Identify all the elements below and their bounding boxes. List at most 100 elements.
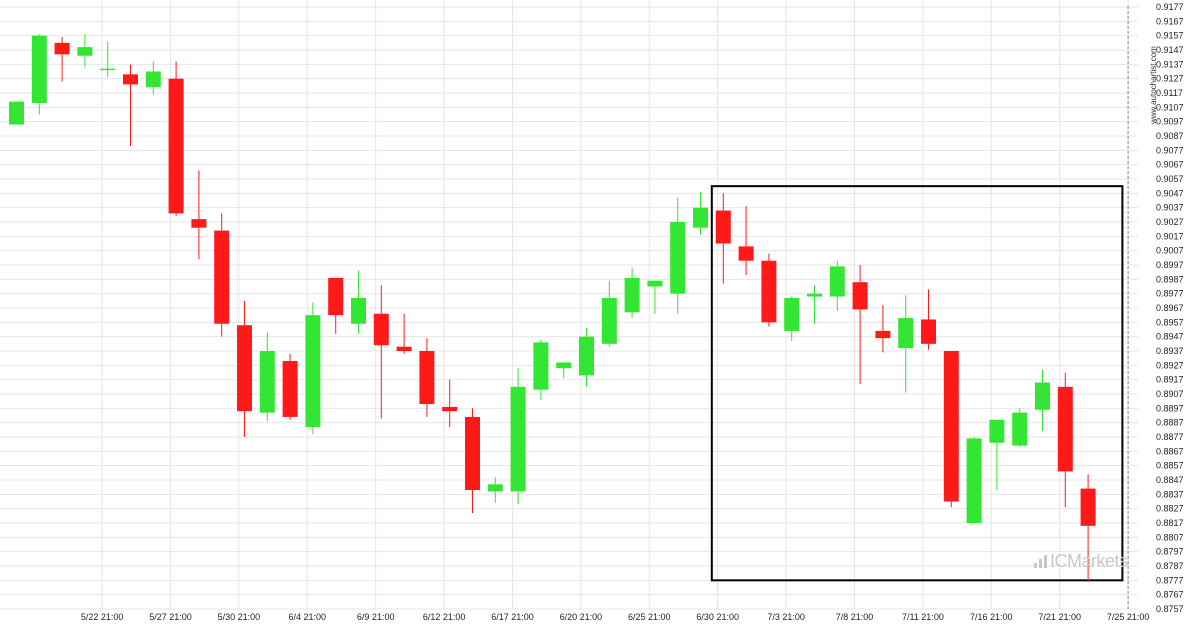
candle-body-up [693, 207, 708, 228]
y-tick-label: 0.9017 [1156, 231, 1184, 241]
y-tick-label: 0.8787 [1156, 561, 1184, 571]
x-tick-label: 7/16 21:00 [970, 612, 1013, 622]
x-tick-label: 7/8 21:00 [836, 612, 874, 622]
candle-body-down [943, 351, 959, 502]
x-tick-label: 7/21 21:00 [1038, 612, 1081, 622]
x-tick-label: 5/22 21:00 [81, 612, 124, 622]
candle-body-up [1012, 412, 1028, 446]
y-tick-label: 0.8817 [1156, 518, 1184, 528]
candle-body-down [852, 282, 868, 310]
candle-body-up [1035, 382, 1050, 410]
x-tick-label: 5/30 21:00 [218, 612, 261, 622]
candle-body-up [829, 266, 845, 297]
candle-body-up [966, 438, 982, 523]
y-tick-label: 0.9087 [1156, 131, 1184, 141]
watermark-text: www.autochartist.com [1149, 46, 1158, 124]
candle-body-down [875, 330, 891, 339]
candle-body-up [77, 47, 93, 56]
candle-body-up [533, 342, 549, 390]
candle-body-down [442, 406, 458, 412]
y-tick-label: 0.8827 [1156, 504, 1184, 514]
candle-body-down [396, 346, 412, 351]
y-tick-label: 0.8857 [1156, 461, 1184, 471]
y-tick-label: 0.8997 [1156, 260, 1184, 270]
y-tick-label: 0.9177 [1156, 2, 1184, 12]
candle-body-down [214, 230, 230, 324]
y-tick-label: 0.8797 [1156, 547, 1184, 557]
y-tick-label: 0.8877 [1156, 432, 1184, 442]
candle-body-down [1057, 386, 1073, 472]
candle-body-down [921, 319, 936, 344]
y-tick-label: 0.9027 [1156, 217, 1184, 227]
y-tick-label: 0.9057 [1156, 174, 1184, 184]
candle-body-up [31, 35, 47, 104]
candle-body-up [601, 297, 617, 344]
x-tick-label: 6/17 21:00 [491, 612, 534, 622]
candle-body-down [1080, 488, 1096, 526]
highlight-box-group [710, 185, 1124, 582]
y-tick-label: 0.9097 [1156, 117, 1184, 127]
candle-body-up [556, 362, 572, 369]
candle-body-up [807, 293, 822, 297]
candle-body-up [305, 315, 321, 427]
x-tick-label: 7/11 21:00 [902, 612, 944, 622]
highlight-box [710, 185, 1124, 582]
y-tick-label: 0.9077 [1156, 145, 1184, 155]
candle-body-down [738, 246, 754, 261]
y-tick-label: 0.9137 [1156, 59, 1184, 69]
candle-body-down [168, 78, 184, 214]
candle-body-down [328, 277, 344, 316]
candle-body-down [54, 42, 70, 55]
x-tick-label: 6/12 21:00 [423, 612, 466, 622]
y-tick-label: 0.8917 [1156, 375, 1184, 385]
candle-body-up [989, 419, 1005, 443]
x-tick-label: 5/27 21:00 [149, 612, 192, 622]
candle-body-up [487, 484, 503, 492]
y-tick-label: 0.9117 [1156, 88, 1183, 98]
y-tick-label: 0.8757 [1156, 604, 1184, 614]
candle-body-up [9, 101, 24, 125]
candle-body-up [898, 318, 914, 349]
brand-text: ICMarkets [1050, 551, 1128, 571]
candle-body-down [761, 260, 777, 323]
brand-bars-icon [1034, 555, 1048, 568]
candle-body-down [465, 416, 480, 491]
y-tick-label: 0.9047 [1156, 188, 1184, 198]
y-tick-label: 0.9167 [1156, 16, 1184, 26]
candle-body-down [123, 74, 138, 85]
candle-body-up [145, 71, 161, 88]
y-tick-label: 0.8977 [1156, 289, 1184, 299]
candle-body-up [624, 277, 640, 313]
candle-body-up [670, 222, 686, 294]
y-tick-label: 0.8967 [1156, 303, 1184, 313]
candles-group [9, 34, 1096, 582]
x-axis-ticks: 5/22 21:00 5/27 21:00 5/30 21:00 6/4 21:00 6… [81, 612, 1150, 622]
candle-body-down [237, 325, 252, 412]
y-tick-label: 0.8777 [1156, 575, 1184, 585]
y-tick-label: 0.8907 [1156, 389, 1184, 399]
y-tick-label: 0.9037 [1156, 203, 1184, 213]
candle-body-down [419, 351, 435, 405]
candle-body-up [784, 297, 800, 331]
candle-body-up [510, 386, 526, 492]
candle-body-down [373, 313, 389, 346]
y-tick-label: 0.8937 [1156, 346, 1184, 356]
y-tick-label: 0.9127 [1156, 74, 1184, 84]
grid-lines [0, 0, 1138, 610]
y-tick-label: 0.8867 [1156, 446, 1184, 456]
y-tick-label: 0.8887 [1156, 418, 1184, 428]
candle-body-up [259, 351, 275, 413]
y-axis-ticks: 0.9177 0.9167 0.9157 0.9147 0.9137 0.9127 0.91… [1156, 2, 1184, 614]
x-tick-label: 6/9 21:00 [357, 612, 395, 622]
candle-body-down [282, 361, 298, 417]
y-tick-label: 0.8847 [1156, 475, 1184, 485]
y-tick-label: 0.9107 [1156, 102, 1184, 112]
y-tick-label: 0.9067 [1156, 160, 1184, 170]
x-tick-label: 7/3 21:00 [767, 612, 805, 622]
y-tick-label: 0.8987 [1156, 274, 1184, 284]
y-tick-label: 0.8807 [1156, 532, 1184, 542]
y-tick-label: 0.8947 [1156, 332, 1184, 342]
x-tick-label: 6/25 21:00 [628, 612, 671, 622]
